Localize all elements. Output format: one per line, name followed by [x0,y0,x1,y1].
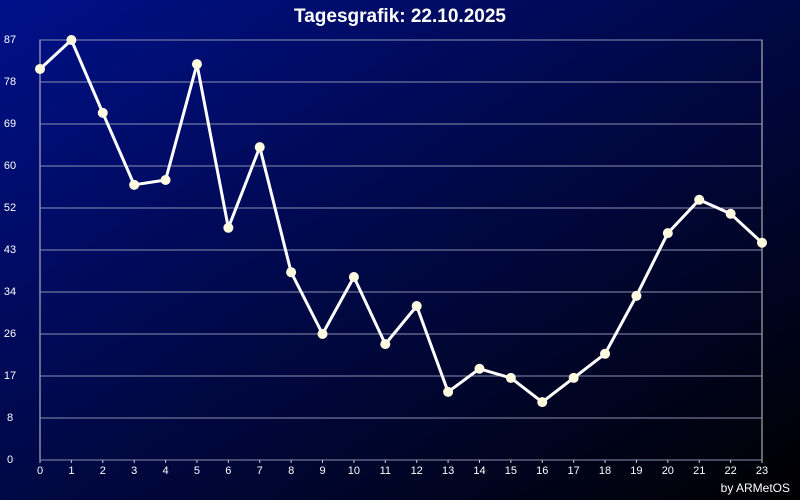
data-point [35,63,45,74]
x-tick-label: 16 [536,465,548,477]
x-tick-label: 3 [131,465,137,477]
x-tick-label: 4 [163,465,169,477]
x-tick-label: 14 [473,465,485,477]
data-point [631,290,642,301]
x-tick-label: 18 [599,465,611,477]
x-tick-label: 21 [693,465,705,477]
x-tick-label: 17 [568,465,580,477]
x-tick-label: 0 [37,465,43,477]
y-tick-label: 34 [4,286,16,298]
data-point [568,372,579,383]
y-tick-label: 43 [4,244,16,256]
data-point [191,59,202,70]
x-tick-label: 2 [100,465,106,477]
data-point [443,386,454,397]
y-tick-label: 0 [7,454,13,466]
data-point [223,222,234,233]
x-tick-label: 23 [756,465,768,477]
data-point [380,339,391,350]
x-tick-label: 9 [319,465,325,477]
x-tick-label: 15 [505,465,517,477]
y-tick-label: 69 [4,118,16,130]
data-point [537,397,548,408]
y-tick-label: 52 [4,202,16,214]
data-point [505,372,516,383]
x-tick-label: 6 [225,465,231,477]
data-point [348,272,359,283]
data-point [160,175,171,185]
y-tick-label: 78 [4,76,16,88]
x-tick-label: 5 [194,465,200,477]
data-point [254,142,265,153]
series-line [38,38,764,404]
x-tick-label: 7 [257,465,263,477]
data-point [97,107,108,118]
data-point [600,348,611,359]
x-tick-label: 13 [442,465,454,477]
x-tick-label: 1 [68,465,74,477]
data-point [694,194,705,205]
y-tick-label: 8 [7,412,13,424]
data-point [474,363,485,374]
data-point [725,208,736,219]
x-tick-label: 22 [724,465,736,477]
x-tick-label: 11 [380,465,391,477]
data-point [286,267,297,278]
footer: by ARMetOS [721,481,790,495]
chart-title: Tagesgrafik: 22.10.2025 [294,6,506,27]
y-tick-label: 17 [4,370,16,382]
x-tick-label: 19 [630,465,642,477]
x-tick-label: 8 [288,465,294,477]
data-point [411,301,422,311]
data-point [757,237,767,248]
y-tick-label: 26 [4,328,16,340]
x-tick-label: 20 [662,465,674,477]
data-point [317,329,328,339]
y-tick-label: 60 [4,160,16,172]
data-point [129,179,140,190]
x-tick-label: 10 [348,465,360,477]
y-tick-label: 87 [4,34,16,46]
data-point [66,35,77,45]
data-point [662,228,673,239]
x-tick-label: 12 [411,465,423,477]
